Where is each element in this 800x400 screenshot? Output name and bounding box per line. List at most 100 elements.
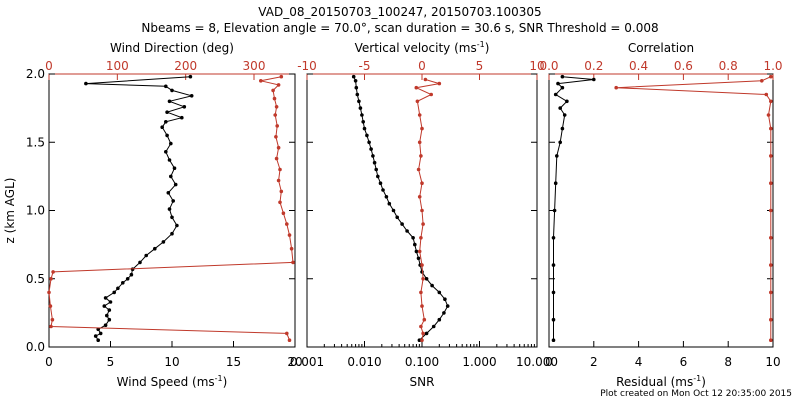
data-point (384, 195, 389, 199)
data-point (105, 313, 109, 318)
data-point (169, 141, 173, 146)
data-point (84, 81, 88, 86)
bottom-tick-label: 0 (45, 355, 53, 369)
data-point (421, 222, 425, 226)
data-point (371, 154, 375, 158)
data-point (416, 256, 421, 261)
data-point (565, 99, 569, 104)
data-point (164, 150, 168, 154)
data-point (170, 215, 174, 220)
data-point (405, 229, 409, 233)
data-point (285, 331, 289, 336)
data-point (153, 246, 157, 251)
data-point (285, 222, 289, 226)
figure-title-line-1: VAD_08_20150703_100247, 20150703.100305 (258, 5, 541, 19)
data-point (98, 331, 103, 336)
data-point (445, 304, 450, 308)
data-point (391, 208, 396, 213)
bottom-axis-label-superscript: -1 (215, 374, 223, 383)
data-point (165, 110, 169, 114)
data-point (108, 300, 113, 304)
data-point (271, 88, 275, 93)
plot-frame (48, 73, 296, 348)
data-point (430, 283, 434, 288)
data-point (354, 85, 359, 90)
data-point (562, 113, 567, 117)
data-point (353, 79, 358, 83)
data-point (279, 189, 284, 194)
data-point (369, 147, 373, 151)
bottom-tick-label: 15 (226, 355, 241, 369)
data-point (555, 154, 559, 158)
data-point (442, 311, 446, 315)
data-point (102, 304, 107, 308)
data-point (360, 113, 364, 117)
data-point (274, 135, 278, 139)
data-point (273, 113, 278, 117)
top-tick-label: 0.4 (629, 59, 648, 73)
data-point (103, 296, 108, 300)
data-point (138, 260, 142, 265)
y-tick-label: 1.0 (26, 204, 45, 218)
data-point (431, 324, 436, 329)
data-point (419, 236, 423, 240)
data-point (424, 277, 429, 281)
top-tick-label: 0.6 (674, 59, 693, 73)
bottom-tick-label: 10 (765, 355, 780, 369)
data-point (287, 233, 292, 237)
data-point (558, 140, 562, 145)
top-tick-label: 0 (418, 59, 426, 73)
data-point (358, 106, 363, 110)
data-point (769, 208, 773, 213)
data-point (96, 338, 100, 343)
data-point (769, 154, 773, 158)
series-line-wind-direction (48, 76, 294, 341)
bottom-tick-label: 0 (545, 355, 553, 369)
data-point (121, 281, 125, 285)
bottom-axis-label: Residual (ms-1) (616, 374, 706, 389)
data-point (414, 249, 419, 254)
bottom-tick-label: 0.001 (290, 355, 324, 369)
data-point (49, 277, 53, 281)
panel-vertical: 0.001 0.010 0.100 1.000 10.000-10 -5 0 5 10Verti… (290, 40, 558, 389)
data-point (423, 77, 428, 82)
data-point (278, 167, 282, 172)
series-line-snr (353, 76, 449, 341)
data-point (351, 74, 356, 79)
data-point (367, 140, 371, 145)
data-point (365, 133, 369, 138)
data-point (103, 323, 108, 328)
data-point (417, 113, 422, 117)
data-point (182, 105, 187, 109)
top-axis-label: Vertical velocity (ms-1) (355, 40, 490, 55)
data-point (167, 207, 172, 211)
top-axis-label: Correlation (628, 41, 694, 55)
plot-created-footer: Plot created on Mon Oct 12 20:35:00 2015 (600, 389, 792, 399)
data-point (420, 208, 424, 213)
data-point (560, 85, 565, 90)
data-point (769, 263, 773, 267)
data-point (172, 166, 177, 170)
data-point (766, 113, 771, 117)
data-point (170, 231, 174, 236)
series-line-wind-speed (85, 76, 194, 341)
data-point (355, 92, 360, 97)
data-point (592, 77, 596, 82)
data-point (180, 115, 184, 120)
panel-correlation: 0 2 4 6 8 10 0.0 0.2 0.4 0.6 0.8 1.0 Correlation Resi… (539, 41, 782, 389)
data-point (287, 338, 292, 343)
data-point (420, 263, 424, 267)
data-point (413, 242, 417, 247)
bottom-tick-label: 10.000 (516, 355, 558, 369)
bottom-tick-label: 6 (680, 355, 688, 369)
data-point (160, 125, 164, 129)
top-tick-label: 0.8 (719, 59, 738, 73)
data-point (411, 236, 415, 240)
top-tick-label: 1.0 (763, 59, 782, 73)
data-point (276, 178, 281, 183)
bottom-tick-label: 20 (287, 355, 302, 369)
data-point (189, 94, 194, 98)
